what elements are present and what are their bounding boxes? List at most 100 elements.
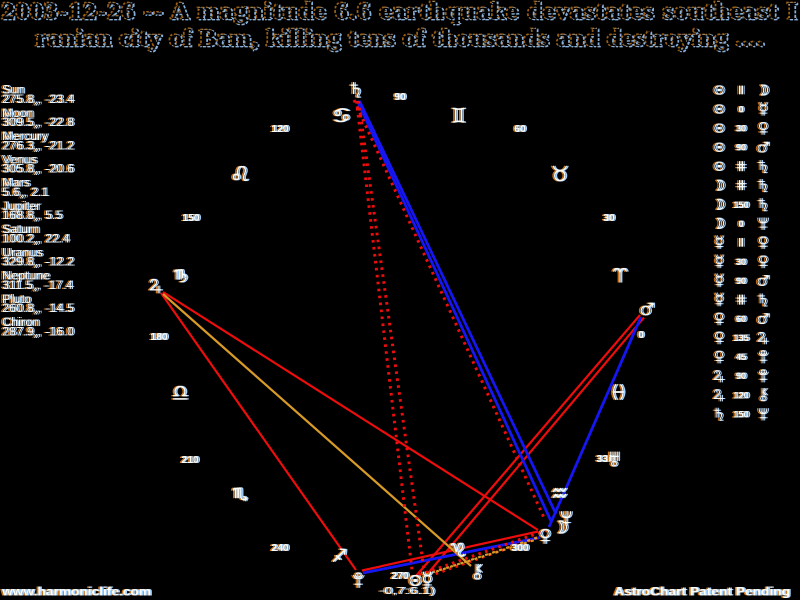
svg-text:45: 45 — [737, 352, 748, 363]
svg-text:120: 120 — [273, 123, 291, 135]
svg-text:150: 150 — [731, 200, 747, 211]
svg-text:ranian city of Bam, killing te: ranian city of Bam, killing tens of thou… — [37, 25, 765, 52]
svg-text:309.5x, -22.8: 309.5x, -22.8 — [0, 115, 72, 131]
svg-text:260.8x, -14.5: 260.8x, -14.5 — [0, 301, 72, 317]
svg-text:Saturn: Saturn — [2, 222, 39, 236]
svg-text:Uranus: Uranus — [2, 245, 43, 259]
svg-text:Saturn: Saturn — [4, 222, 41, 236]
svg-text:2003-12-26 -- A magnitude 6.6: 2003-12-26 -- A magnitude 6.6 earthquake… — [2, 0, 797, 25]
svg-text:5.6x, 2.1: 5.6x, 2.1 — [2, 185, 49, 201]
svg-text:2003-12-26 -- A magnitude 6.6: 2003-12-26 -- A magnitude 6.6 earthquake… — [1, 0, 796, 25]
svg-text:60: 60 — [512, 123, 524, 135]
svg-text:60: 60 — [514, 123, 526, 135]
svg-text:270: 270 — [393, 570, 411, 582]
svg-text:0: 0 — [640, 329, 646, 341]
svg-text:150: 150 — [733, 409, 749, 420]
svg-text:30: 30 — [737, 124, 748, 135]
svg-text:0: 0 — [738, 105, 743, 116]
svg-text:120: 120 — [731, 390, 747, 401]
svg-text:5.6x, 2.1: 5.6x, 2.1 — [0, 185, 47, 201]
svg-text:Mercury: Mercury — [4, 129, 50, 143]
svg-text:305.8x, -20.6: 305.8x, -20.6 — [4, 162, 76, 178]
svg-text:287.9x, -16.0: 287.9x, -16.0 — [2, 324, 74, 340]
svg-text:311.5x, -17.4: 311.5x, -17.4 — [2, 278, 73, 294]
svg-text:120: 120 — [735, 390, 751, 401]
svg-text:Chiron: Chiron — [2, 315, 39, 329]
svg-text:0: 0 — [737, 105, 742, 116]
svg-text:ranian city of Bam, killing te: ranian city of Bam, killing tens of thou… — [35, 25, 763, 52]
svg-text:90: 90 — [736, 143, 747, 154]
svg-text:260.8x, -14.5: 260.8x, -14.5 — [4, 301, 76, 317]
svg-text:0: 0 — [638, 329, 644, 341]
svg-text:240: 240 — [270, 542, 288, 554]
svg-text:30: 30 — [734, 124, 745, 135]
svg-text:0: 0 — [740, 219, 745, 230]
svg-text:Sun: Sun — [4, 83, 26, 97]
svg-text:Moon: Moon — [0, 106, 32, 120]
svg-text:Moon: Moon — [2, 106, 34, 120]
svg-text:240: 240 — [271, 542, 289, 554]
svg-text:275.8x, -23.4: 275.8x, -23.4 — [0, 92, 72, 108]
svg-text:90: 90 — [734, 276, 745, 287]
svg-text:120: 120 — [270, 123, 288, 135]
svg-text:30: 30 — [734, 257, 745, 268]
svg-text:168.8x, 5.5: 168.8x, 5.5 — [4, 208, 65, 224]
svg-text:60: 60 — [736, 314, 747, 325]
svg-text:AstroChart Patent Pending: AstroChart Patent Pending — [616, 585, 792, 599]
svg-text:309.5x, -22.8: 309.5x, -22.8 — [4, 115, 76, 131]
svg-text:90: 90 — [737, 143, 748, 154]
svg-text:150: 150 — [733, 200, 749, 211]
svg-text:30: 30 — [736, 124, 747, 135]
svg-text:AstroChart Patent Pending: AstroChart Patent Pending — [612, 585, 788, 599]
svg-text:30: 30 — [605, 212, 617, 224]
svg-text:45: 45 — [736, 352, 747, 363]
svg-text:Chiron: Chiron — [4, 315, 41, 329]
svg-text:150: 150 — [731, 409, 747, 420]
svg-text:Neptune: Neptune — [2, 269, 50, 283]
svg-text:Sun: Sun — [0, 83, 22, 97]
svg-text:0: 0 — [738, 219, 743, 230]
svg-text:60: 60 — [734, 314, 745, 325]
svg-text:90: 90 — [392, 91, 404, 103]
svg-text:168.8x, 5.5: 168.8x, 5.5 — [0, 208, 61, 224]
svg-text:Venus: Venus — [4, 152, 39, 166]
svg-text:90: 90 — [737, 371, 748, 382]
svg-text:329.8x, -12.2: 329.8x, -12.2 — [0, 255, 72, 271]
svg-text:ranian city of Bam, killing te: ranian city of Bam, killing tens of thou… — [36, 25, 764, 52]
svg-text:275.8x, -23.4: 275.8x, -23.4 — [4, 92, 76, 108]
svg-text:276.3x, -21.2: 276.3x, -21.2 — [4, 138, 76, 154]
svg-text:100.2x, 22.4: 100.2x, 22.4 — [0, 231, 68, 247]
svg-text:Saturn: Saturn — [0, 222, 37, 236]
svg-text:-0,7:6.1): -0,7:6.1) — [381, 586, 437, 597]
svg-text:210: 210 — [181, 454, 199, 466]
svg-text:90: 90 — [734, 143, 745, 154]
svg-text:150: 150 — [184, 212, 202, 224]
svg-text:30: 30 — [601, 212, 613, 224]
svg-text:30: 30 — [736, 257, 747, 268]
svg-text:0: 0 — [740, 105, 745, 116]
svg-text:90: 90 — [396, 91, 408, 103]
svg-text:0: 0 — [737, 219, 742, 230]
svg-text:www.harmoniclife.com: www.harmoniclife.com — [0, 585, 149, 599]
svg-text:45: 45 — [734, 352, 745, 363]
svg-text:276.3x, -21.2: 276.3x, -21.2 — [0, 138, 72, 154]
svg-text:329.8x, -12.2: 329.8x, -12.2 — [2, 255, 74, 271]
svg-text:Mars: Mars — [0, 176, 28, 190]
svg-text:135: 135 — [733, 333, 750, 344]
svg-text:Pluto: Pluto — [2, 292, 31, 306]
svg-text:135: 135 — [735, 333, 752, 344]
svg-text:30: 30 — [603, 212, 615, 224]
svg-text:Venus: Venus — [2, 152, 37, 166]
svg-text:Mercury: Mercury — [0, 129, 46, 143]
svg-text:Uranus: Uranus — [0, 245, 41, 259]
svg-text:AstroChart Patent Pending: AstroChart Patent Pending — [614, 585, 790, 599]
svg-text:Jupiter: Jupiter — [0, 199, 38, 213]
svg-text:Jupiter: Jupiter — [4, 199, 42, 213]
svg-text:309.5x, -22.8: 309.5x, -22.8 — [2, 115, 74, 131]
svg-text:135: 135 — [731, 333, 748, 344]
svg-text:168.8x, 5.5: 168.8x, 5.5 — [2, 208, 63, 224]
svg-text:329.8x, -12.2: 329.8x, -12.2 — [4, 255, 76, 271]
svg-text:Neptune: Neptune — [4, 269, 52, 283]
svg-text:240: 240 — [273, 542, 291, 554]
svg-text:276.3x, -21.2: 276.3x, -21.2 — [2, 138, 74, 154]
